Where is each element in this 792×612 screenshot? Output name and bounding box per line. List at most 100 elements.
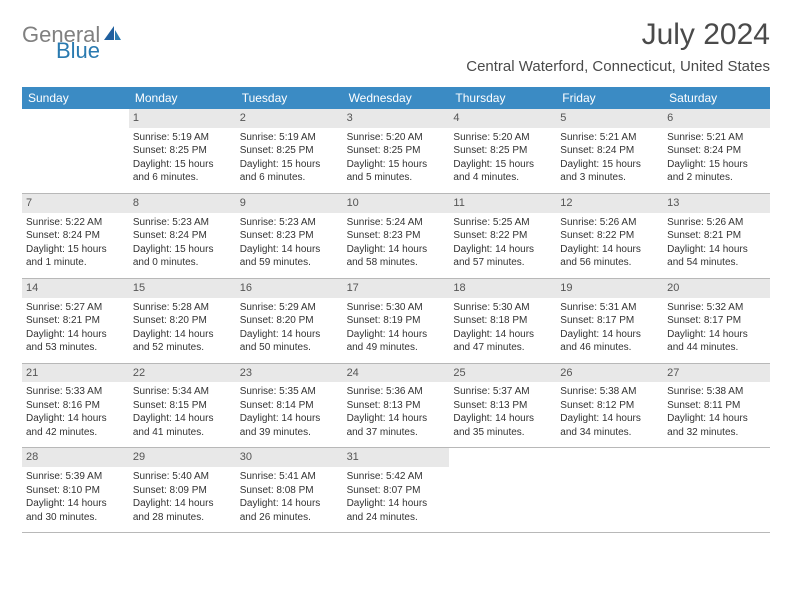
sunset-text: Sunset: 8:20 PM [133, 314, 232, 328]
sunset-text: Sunset: 8:24 PM [560, 144, 659, 158]
day-cell: 30Sunrise: 5:41 AMSunset: 8:08 PMDayligh… [236, 448, 343, 532]
day-number: 2 [236, 109, 343, 128]
logo-sail-icon [102, 24, 122, 46]
day-cell: 20Sunrise: 5:32 AMSunset: 8:17 PMDayligh… [663, 279, 770, 363]
day-cell: 12Sunrise: 5:26 AMSunset: 8:22 PMDayligh… [556, 194, 663, 278]
sunset-text: Sunset: 8:15 PM [133, 399, 232, 413]
dow-cell: Sunday [22, 87, 129, 109]
day-number: 15 [129, 279, 236, 298]
day-number: 26 [556, 364, 663, 383]
daylight-text: Daylight: 14 hours and 46 minutes. [560, 328, 659, 355]
sunrise-text: Sunrise: 5:22 AM [26, 216, 125, 230]
day-cell: 8Sunrise: 5:23 AMSunset: 8:24 PMDaylight… [129, 194, 236, 278]
day-number: 16 [236, 279, 343, 298]
day-number: 23 [236, 364, 343, 383]
sunrise-text: Sunrise: 5:34 AM [133, 385, 232, 399]
sunset-text: Sunset: 8:08 PM [240, 484, 339, 498]
logo-text-blue: Blue [56, 38, 100, 63]
sunrise-text: Sunrise: 5:37 AM [453, 385, 552, 399]
sunset-text: Sunset: 8:25 PM [240, 144, 339, 158]
sunrise-text: Sunrise: 5:20 AM [347, 131, 446, 145]
day-number: 22 [129, 364, 236, 383]
day-number: 31 [343, 448, 450, 467]
daylight-text: Daylight: 15 hours and 5 minutes. [347, 158, 446, 185]
sunset-text: Sunset: 8:25 PM [133, 144, 232, 158]
week-row: 28Sunrise: 5:39 AMSunset: 8:10 PMDayligh… [22, 448, 770, 533]
day-number: 10 [343, 194, 450, 213]
sunset-text: Sunset: 8:09 PM [133, 484, 232, 498]
sunset-text: Sunset: 8:20 PM [240, 314, 339, 328]
sunrise-text: Sunrise: 5:38 AM [667, 385, 766, 399]
daylight-text: Daylight: 14 hours and 44 minutes. [667, 328, 766, 355]
week-row: 14Sunrise: 5:27 AMSunset: 8:21 PMDayligh… [22, 279, 770, 364]
daylight-text: Daylight: 15 hours and 6 minutes. [133, 158, 232, 185]
dow-cell: Friday [556, 87, 663, 109]
daylight-text: Daylight: 14 hours and 41 minutes. [133, 412, 232, 439]
day-cell: 7Sunrise: 5:22 AMSunset: 8:24 PMDaylight… [22, 194, 129, 278]
day-number: 20 [663, 279, 770, 298]
day-cell: 5Sunrise: 5:21 AMSunset: 8:24 PMDaylight… [556, 109, 663, 193]
title-block: July 2024 Central Waterford, Connecticut… [466, 18, 770, 75]
sunset-text: Sunset: 8:16 PM [26, 399, 125, 413]
day-cell: 14Sunrise: 5:27 AMSunset: 8:21 PMDayligh… [22, 279, 129, 363]
sunrise-text: Sunrise: 5:25 AM [453, 216, 552, 230]
sunrise-text: Sunrise: 5:26 AM [667, 216, 766, 230]
sunrise-text: Sunrise: 5:39 AM [26, 470, 125, 484]
day-cell: 22 Sunrise: 5:34 AMSunset: 8:15 PMDayligh… [129, 364, 236, 448]
daylight-text: Daylight: 14 hours and 24 minutes. [347, 497, 446, 524]
sunset-text: Sunset: 8:12 PM [560, 399, 659, 413]
location-text: Central Waterford, Connecticut, United S… [466, 58, 770, 75]
dow-cell: Wednesday [343, 87, 450, 109]
day-cell: 28Sunrise: 5:39 AMSunset: 8:10 PMDayligh… [22, 448, 129, 532]
day-cell [556, 448, 663, 532]
day-cell: 23Sunrise: 5:35 AMSunset: 8:14 PMDayligh… [236, 364, 343, 448]
sunrise-text: Sunrise: 5:23 AM [240, 216, 339, 230]
day-number: 18 [449, 279, 556, 298]
sunset-text: Sunset: 8:23 PM [240, 229, 339, 243]
daylight-text: Daylight: 14 hours and 47 minutes. [453, 328, 552, 355]
sunrise-text: Sunrise: 5:21 AM [560, 131, 659, 145]
sunrise-text: Sunrise: 5:40 AM [133, 470, 232, 484]
sunrise-text: Sunrise: 5:30 AM [347, 301, 446, 315]
daylight-text: Daylight: 14 hours and 54 minutes. [667, 243, 766, 270]
sunset-text: Sunset: 8:19 PM [347, 314, 446, 328]
day-cell: 9Sunrise: 5:23 AMSunset: 8:23 PMDaylight… [236, 194, 343, 278]
day-number: 6 [663, 109, 770, 128]
sunrise-text: Sunrise: 5:23 AM [133, 216, 232, 230]
day-cell: 3Sunrise: 5:20 AMSunset: 8:25 PMDaylight… [343, 109, 450, 193]
daylight-text: Daylight: 14 hours and 50 minutes. [240, 328, 339, 355]
sunset-text: Sunset: 8:22 PM [453, 229, 552, 243]
sunrise-text: Sunrise: 5:42 AM [347, 470, 446, 484]
day-cell: 19Sunrise: 5:31 AMSunset: 8:17 PMDayligh… [556, 279, 663, 363]
day-number: 30 [236, 448, 343, 467]
day-cell: 18Sunrise: 5:30 AMSunset: 8:18 PMDayligh… [449, 279, 556, 363]
sunset-text: Sunset: 8:25 PM [453, 144, 552, 158]
day-number: 28 [22, 448, 129, 467]
day-cell: 25Sunrise: 5:37 AMSunset: 8:13 PMDayligh… [449, 364, 556, 448]
day-number: 24 [343, 364, 450, 383]
sunset-text: Sunset: 8:23 PM [347, 229, 446, 243]
sunset-text: Sunset: 8:24 PM [26, 229, 125, 243]
sunrise-text: Sunrise: 5:19 AM [133, 131, 232, 145]
sunrise-text: Sunrise: 5:30 AM [453, 301, 552, 315]
day-cell: 21Sunrise: 5:33 AMSunset: 8:16 PMDayligh… [22, 364, 129, 448]
sunrise-text: Sunrise: 5:29 AM [240, 301, 339, 315]
day-cell: 27Sunrise: 5:38 AMSunset: 8:11 PMDayligh… [663, 364, 770, 448]
daylight-text: Daylight: 14 hours and 26 minutes. [240, 497, 339, 524]
sunrise-text: Sunrise: 5:31 AM [560, 301, 659, 315]
day-cell: 11Sunrise: 5:25 AMSunset: 8:22 PMDayligh… [449, 194, 556, 278]
sunset-text: Sunset: 8:17 PM [560, 314, 659, 328]
sunrise-text: Sunrise: 5:21 AM [667, 131, 766, 145]
daylight-text: Daylight: 14 hours and 49 minutes. [347, 328, 446, 355]
daylight-text: Daylight: 14 hours and 53 minutes. [26, 328, 125, 355]
day-number: 29 [129, 448, 236, 467]
sunrise-text: Sunrise: 5:28 AM [133, 301, 232, 315]
day-number: 5 [556, 109, 663, 128]
daylight-text: Daylight: 15 hours and 1 minute. [26, 243, 125, 270]
day-number: 25 [449, 364, 556, 383]
sunrise-text: Sunrise: 5:26 AM [560, 216, 659, 230]
sunset-text: Sunset: 8:24 PM [133, 229, 232, 243]
sunrise-text: Sunrise: 5:33 AM [26, 385, 125, 399]
daylight-text: Daylight: 14 hours and 28 minutes. [133, 497, 232, 524]
sunrise-text: Sunrise: 5:38 AM [560, 385, 659, 399]
